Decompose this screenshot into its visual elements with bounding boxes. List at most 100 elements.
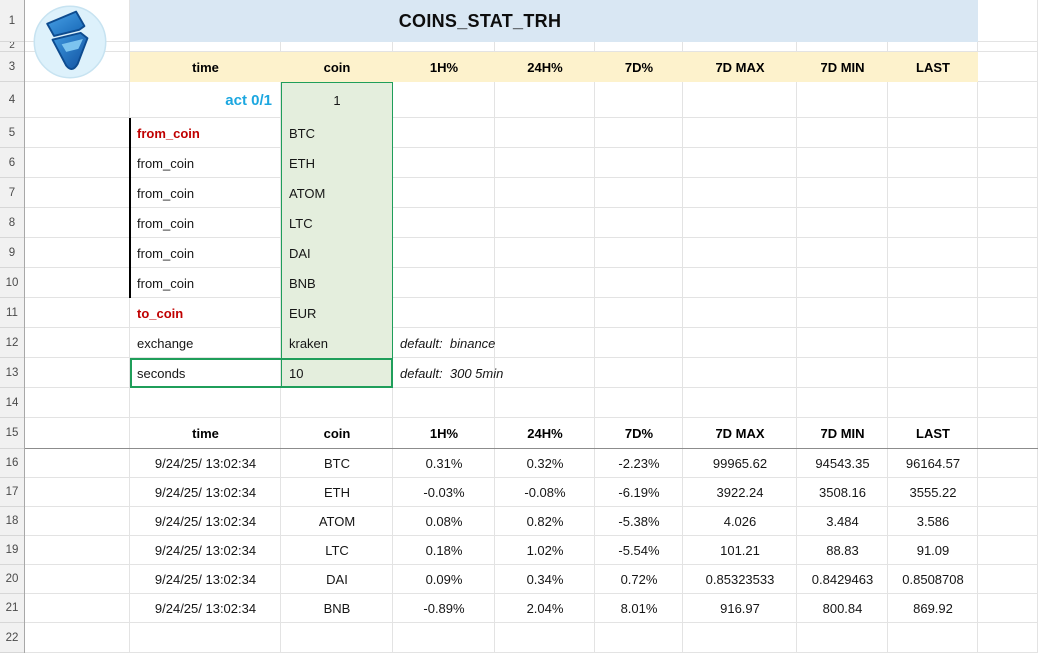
cell[interactable]: [495, 594, 595, 623]
title-merged-cell[interactable]: COINS_STAT_TRH: [130, 0, 978, 42]
cell[interactable]: [495, 238, 595, 268]
cell[interactable]: [888, 565, 978, 594]
cell[interactable]: [393, 623, 495, 653]
table-cell[interactable]: ATOM: [318, 514, 356, 529]
cell[interactable]: [25, 478, 130, 507]
cell[interactable]: [495, 82, 595, 118]
cell[interactable]: [393, 42, 495, 52]
table-cell[interactable]: ETH: [324, 485, 350, 500]
table-cell[interactable]: -0.03%: [423, 485, 465, 500]
cell[interactable]: [393, 328, 495, 358]
row-number[interactable]: 3: [0, 52, 24, 82]
column-header[interactable]: 24H%: [527, 59, 563, 75]
cell[interactable]: [393, 118, 495, 148]
cell[interactable]: [25, 118, 130, 148]
cell[interactable]: [797, 478, 888, 507]
table-cell[interactable]: 88.83: [826, 543, 859, 558]
cell[interactable]: [393, 148, 495, 178]
cell[interactable]: [978, 388, 1038, 418]
cell[interactable]: [595, 507, 683, 536]
cell[interactable]: [978, 358, 1038, 388]
cell[interactable]: [595, 388, 683, 418]
table-cell[interactable]: 0.85323533: [705, 572, 775, 587]
row-number[interactable]: 8: [0, 208, 24, 238]
cell[interactable]: [683, 623, 797, 653]
cell[interactable]: [595, 623, 683, 653]
cell[interactable]: [797, 298, 888, 328]
cell[interactable]: [888, 148, 978, 178]
table-cell[interactable]: 0.8429463: [811, 572, 874, 587]
cell[interactable]: [683, 358, 797, 388]
config-label-cell[interactable]: from_coin: [137, 275, 195, 291]
cell[interactable]: [25, 82, 130, 118]
table-cell[interactable]: -0.89%: [423, 601, 465, 616]
config-label-cell[interactable]: to_coin: [137, 305, 184, 321]
cell[interactable]: [888, 358, 978, 388]
cell[interactable]: [978, 178, 1038, 208]
cell[interactable]: [130, 478, 281, 507]
cell[interactable]: [595, 328, 683, 358]
cell[interactable]: [25, 52, 130, 82]
cell[interactable]: [495, 118, 595, 148]
cell[interactable]: [495, 565, 595, 594]
table-cell[interactable]: 9/24/25/ 13:02:34: [154, 514, 257, 529]
cell[interactable]: [130, 594, 281, 623]
cell[interactable]: [130, 42, 281, 52]
cell[interactable]: [797, 623, 888, 653]
cell[interactable]: [281, 536, 393, 565]
cell[interactable]: [130, 238, 281, 268]
config-value-cell[interactable]: ETH: [289, 155, 315, 171]
config-value-cell[interactable]: BNB: [289, 275, 316, 291]
table-cell[interactable]: 91.09: [916, 543, 950, 558]
cell[interactable]: [393, 268, 495, 298]
cell[interactable]: [595, 594, 683, 623]
cell[interactable]: [130, 148, 281, 178]
cell[interactable]: [595, 42, 683, 52]
cell[interactable]: [888, 328, 978, 358]
row-number[interactable]: 14: [0, 388, 24, 418]
table-cell[interactable]: 4.026: [723, 514, 757, 529]
cell[interactable]: [888, 118, 978, 148]
cell[interactable]: [683, 507, 797, 536]
cell[interactable]: [797, 42, 888, 52]
cell[interactable]: [978, 478, 1038, 507]
table-cell[interactable]: 0.34%: [526, 572, 564, 587]
cell[interactable]: [797, 565, 888, 594]
cell[interactable]: [25, 623, 130, 653]
cell[interactable]: [130, 623, 281, 653]
cell[interactable]: [130, 388, 281, 418]
cell[interactable]: [797, 178, 888, 208]
cell[interactable]: [683, 565, 797, 594]
cell[interactable]: [495, 507, 595, 536]
table-cell[interactable]: 3508.16: [819, 485, 866, 500]
cell[interactable]: [25, 388, 130, 418]
cell[interactable]: [978, 298, 1038, 328]
cell[interactable]: [25, 594, 130, 623]
cell[interactable]: [797, 594, 888, 623]
cell[interactable]: [25, 418, 130, 449]
cell[interactable]: [495, 623, 595, 653]
table-cell[interactable]: 3.484: [826, 514, 859, 529]
cell[interactable]: [888, 478, 978, 507]
cell[interactable]: [393, 298, 495, 328]
cell[interactable]: [130, 118, 281, 148]
cell[interactable]: [888, 42, 978, 52]
table-cell[interactable]: 9/24/25/ 13:02:34: [154, 543, 257, 558]
config-value-cell[interactable]: DAI: [289, 245, 311, 261]
cell[interactable]: [130, 208, 281, 238]
cell[interactable]: [978, 148, 1038, 178]
cell[interactable]: [595, 238, 683, 268]
row-number[interactable]: 1: [0, 0, 24, 42]
cell[interactable]: [888, 388, 978, 418]
cell[interactable]: [683, 268, 797, 298]
cell[interactable]: [978, 268, 1038, 298]
cell[interactable]: [130, 507, 281, 536]
cell[interactable]: [888, 623, 978, 653]
cell[interactable]: [683, 594, 797, 623]
table-column-header[interactable]: 1H%: [429, 425, 459, 441]
cell[interactable]: [393, 449, 495, 478]
cell[interactable]: [595, 268, 683, 298]
cell[interactable]: [683, 82, 797, 118]
config-label-cell[interactable]: seconds: [137, 365, 186, 381]
column-header[interactable]: LAST: [916, 59, 950, 75]
